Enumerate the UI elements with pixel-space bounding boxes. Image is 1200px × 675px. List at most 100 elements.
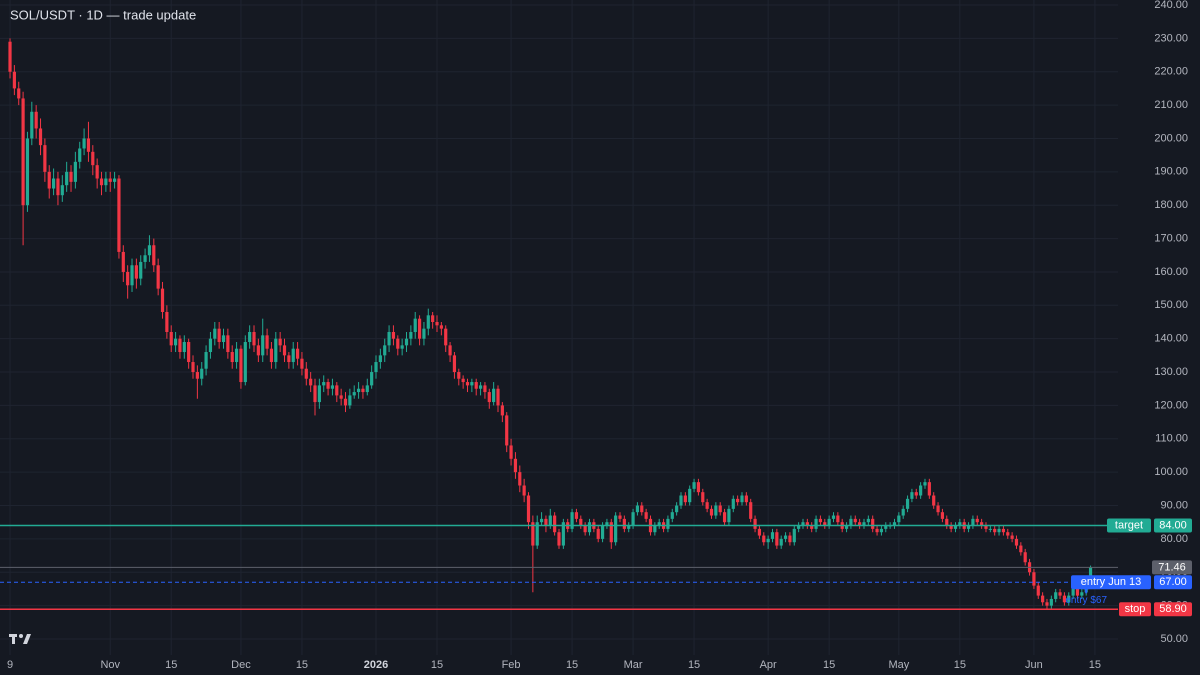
candle-body [1054, 592, 1058, 599]
y-tick-label: 140.00 [1154, 333, 1188, 345]
candle-body [452, 355, 457, 373]
candle-body [317, 385, 321, 403]
candle-body [335, 385, 339, 396]
candle-body [910, 492, 914, 499]
candle-body [914, 492, 918, 496]
candle-body [173, 338, 178, 346]
candle-body [274, 338, 278, 363]
candle-body [322, 382, 326, 386]
last-price-label: 71.46 [1158, 561, 1186, 573]
candle-body [788, 535, 792, 543]
candle-body [134, 265, 138, 279]
candle-body [923, 482, 927, 486]
candle-body [513, 458, 518, 473]
candle-body [178, 338, 182, 353]
candle-body [300, 358, 304, 369]
candle-body [744, 495, 748, 503]
y-tick-label: 160.00 [1154, 266, 1188, 278]
candle-body [905, 498, 910, 509]
candle-body [518, 472, 522, 486]
candle-body [722, 512, 727, 523]
candle-body [583, 525, 587, 533]
candle-body [243, 342, 247, 383]
annotation: entry $67 [1065, 595, 1107, 606]
candle-body [522, 485, 526, 496]
candle-body [548, 515, 552, 526]
candle-body [234, 348, 239, 363]
candle-body [8, 41, 12, 72]
candle-body [818, 518, 823, 523]
candle-body [30, 111, 34, 139]
candle-body [73, 161, 77, 182]
candle-body [487, 392, 491, 403]
y-tick-label: 130.00 [1154, 366, 1188, 378]
candle-body [330, 385, 335, 389]
candle-body [849, 518, 853, 526]
candle-body [749, 502, 753, 519]
candle-body [343, 398, 348, 406]
candle-body [230, 352, 234, 363]
candle-body [496, 388, 500, 406]
candle-body [727, 508, 731, 523]
candle-body [831, 515, 836, 519]
candle-body [426, 315, 430, 329]
candle-body [762, 535, 766, 543]
candle-body [370, 372, 374, 386]
candle-body [696, 482, 701, 493]
candle-body [940, 512, 945, 519]
candle-body [1041, 595, 1045, 603]
candle-body [596, 528, 600, 539]
candle-body [539, 518, 544, 523]
candle-body [187, 342, 191, 363]
x-tick-label: 15 [823, 659, 835, 671]
candle-body [757, 528, 762, 536]
candle-body [753, 518, 757, 529]
candle-body [635, 505, 640, 513]
candle-body [95, 165, 99, 179]
candle-body [91, 151, 95, 166]
candle-body [478, 385, 483, 389]
candle-body [38, 128, 43, 146]
level-value-badge [1154, 518, 1192, 533]
candle-body [975, 518, 979, 523]
candle-body [130, 265, 134, 286]
candle-body [282, 345, 287, 356]
candle-body [535, 522, 539, 546]
y-tick-label: 180.00 [1154, 199, 1188, 211]
x-tick-label: 15 [566, 659, 578, 671]
candle-body [43, 145, 47, 172]
candle-body [823, 522, 827, 526]
candle-body [618, 515, 622, 519]
candle-body [1006, 532, 1010, 536]
x-tick-label: Feb [502, 659, 521, 671]
candle-body [561, 522, 565, 546]
candle-body [147, 245, 152, 256]
candle-body [810, 525, 814, 529]
candle-body [801, 522, 805, 526]
candle-body [239, 348, 243, 383]
candle-body [879, 528, 884, 533]
candle-body [213, 328, 217, 339]
candle-body [21, 98, 25, 206]
candle-body [688, 488, 692, 503]
candle-body [766, 538, 770, 543]
x-tick-label: Dec [231, 659, 251, 671]
candle-body [457, 372, 461, 379]
candle-body [195, 372, 199, 379]
candle-body [374, 362, 378, 373]
candle-body [709, 508, 714, 516]
x-tick-label: 15 [954, 659, 966, 671]
candle-body [683, 495, 687, 503]
candle-body [126, 271, 130, 286]
candle-body [160, 288, 165, 312]
candle-body [86, 138, 91, 152]
candle-body [884, 525, 888, 529]
candle-body [997, 528, 1001, 533]
candle-body [988, 528, 992, 530]
candle-body [200, 368, 204, 379]
candle-body [252, 332, 256, 346]
candle-body [858, 522, 862, 526]
candle-body [47, 171, 51, 189]
candle-body [1023, 552, 1027, 563]
candle-body [226, 335, 230, 353]
